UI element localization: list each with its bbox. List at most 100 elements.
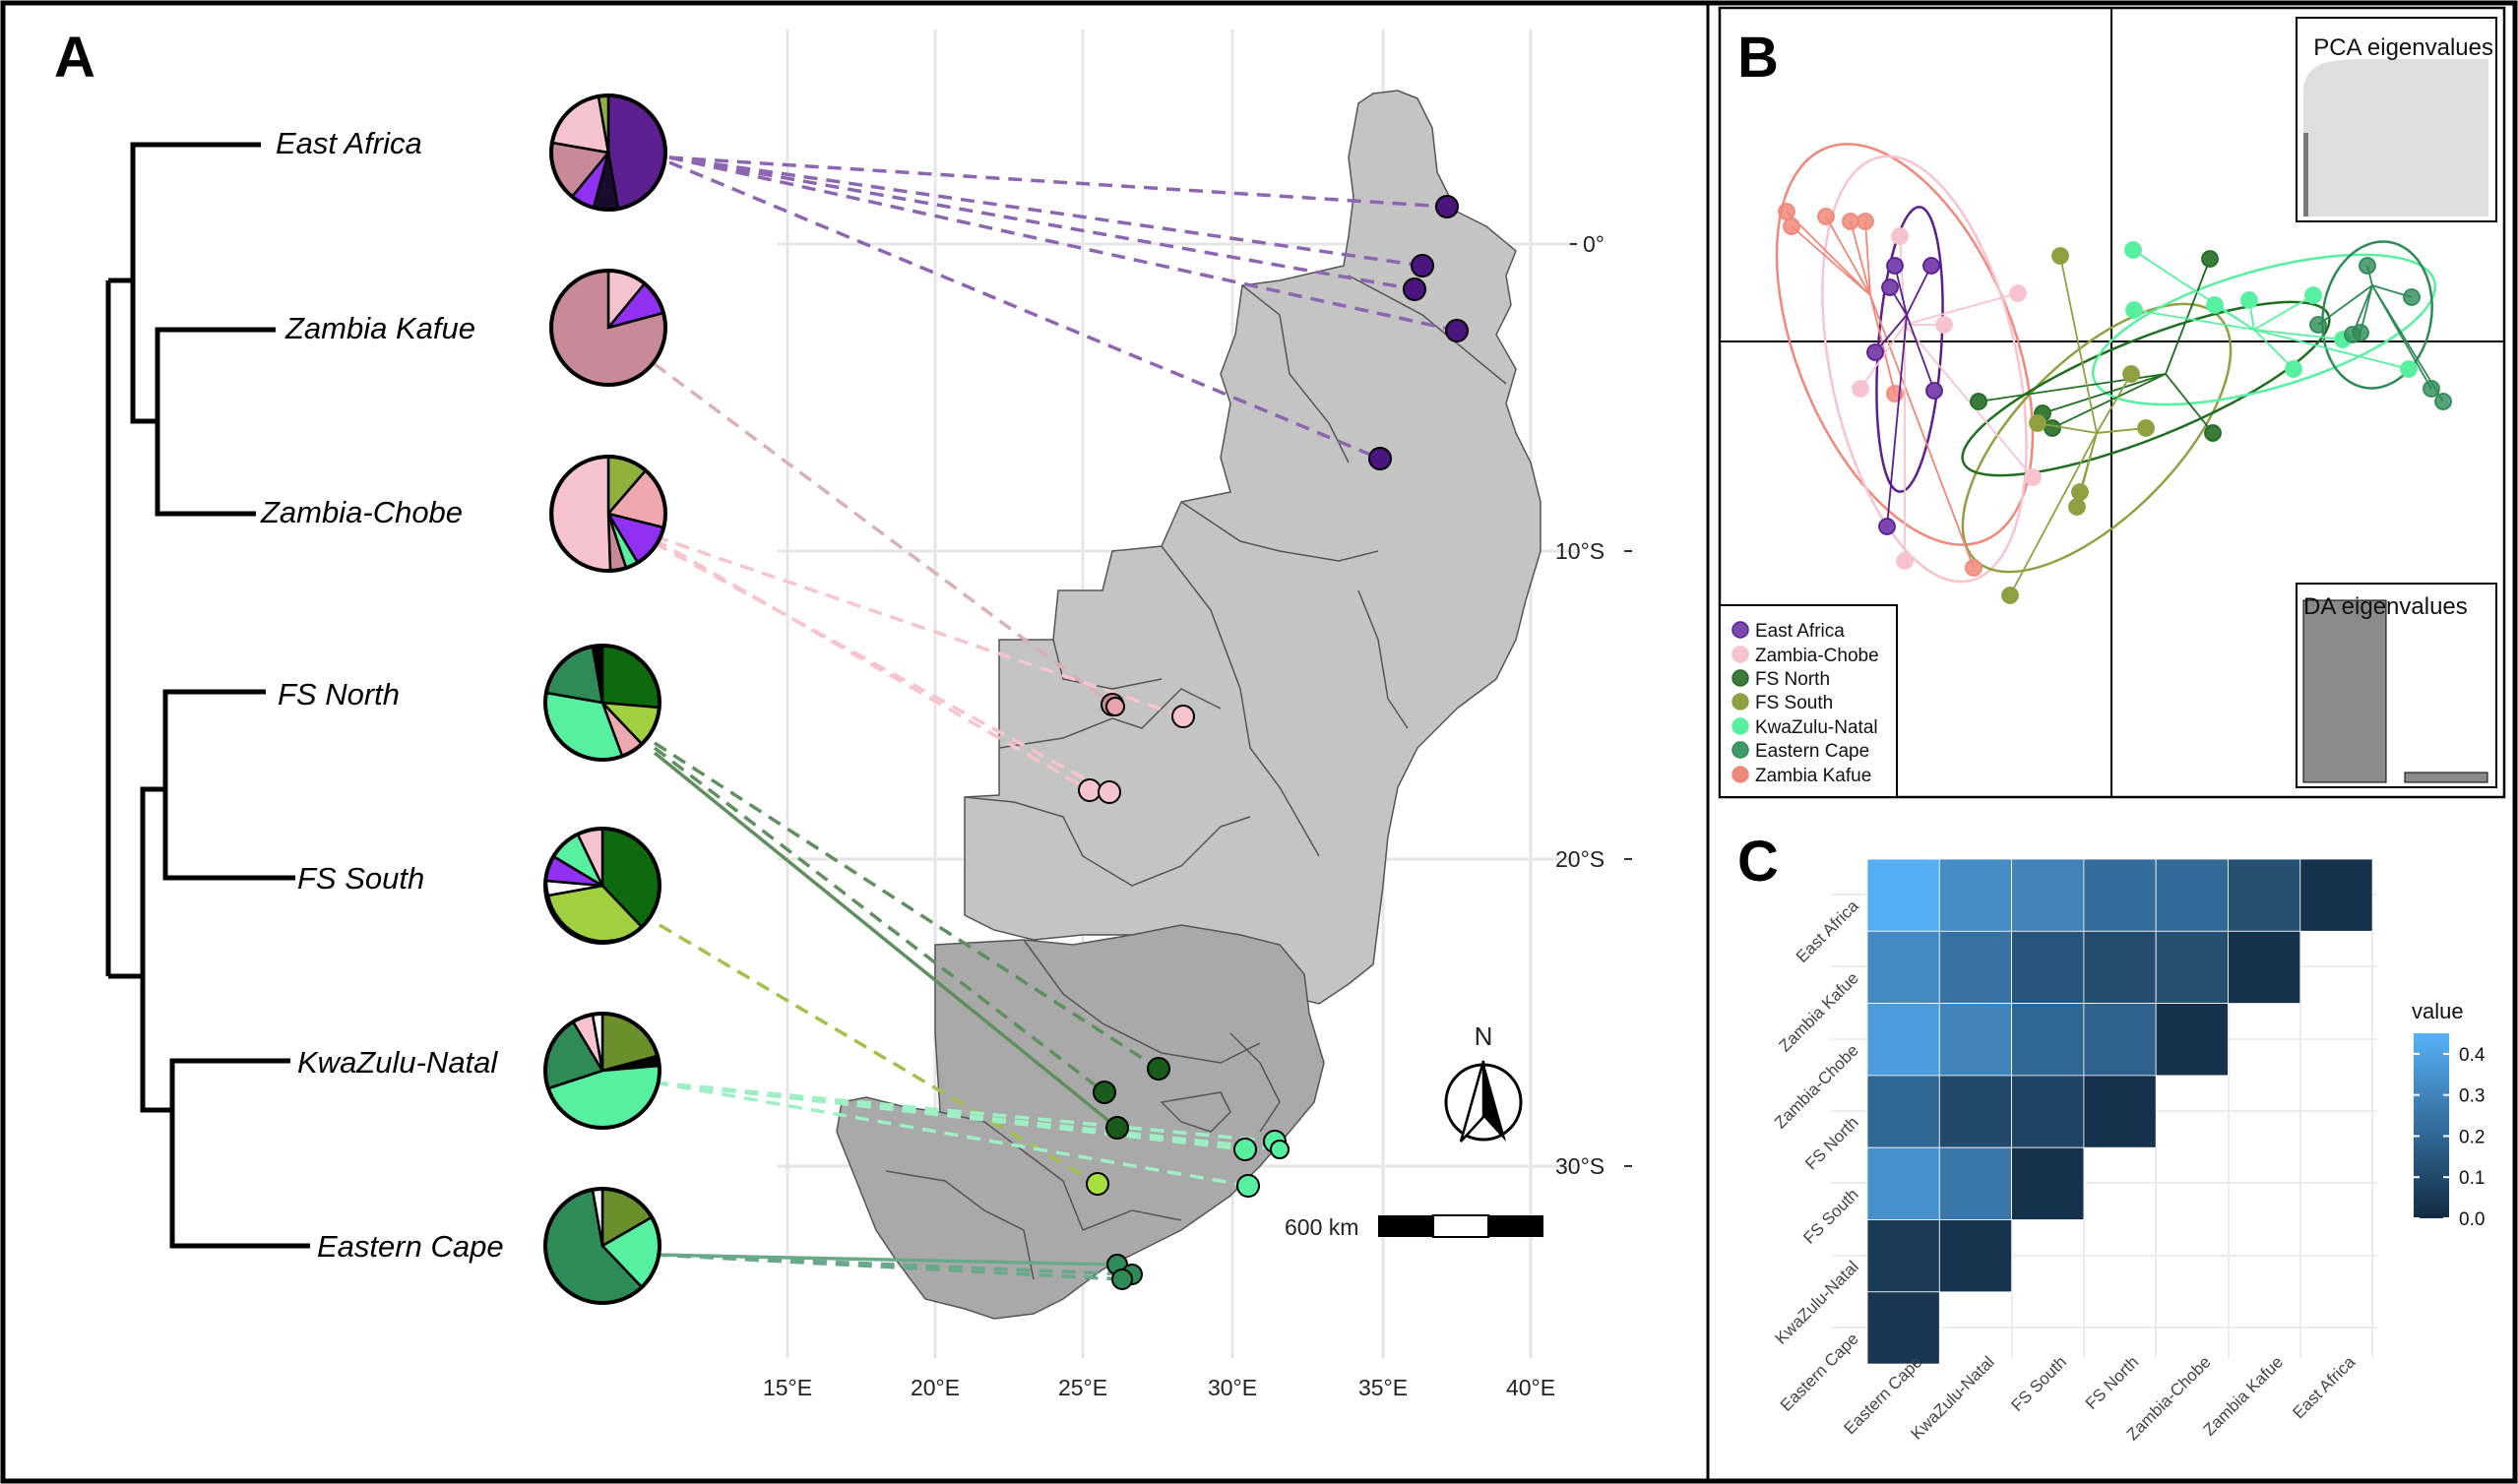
tree-labels: East Africa Zambia Kafue Zambia-Chobe FS… [260, 126, 504, 1264]
legend-label: KwaZulu-Natal [1755, 717, 1878, 738]
heatmap-cell [1938, 1075, 2013, 1148]
heatmap-cell [1866, 1003, 1940, 1077]
map-point [1270, 1140, 1290, 1159]
legend-tick-label: 0.3 [2459, 1086, 2485, 1107]
map-points [1078, 195, 1469, 1290]
map-point [1368, 447, 1392, 470]
map-point [1403, 278, 1426, 301]
heatmap-cell [2011, 1003, 2085, 1077]
panel-b: B [1718, 6, 2506, 799]
da-eigenvalue-bar [2302, 599, 2387, 783]
map-point [1171, 705, 1195, 728]
tip-label: FS South [297, 861, 424, 896]
lon-tick: 40°E [1506, 1375, 1555, 1400]
map-point [1105, 1116, 1129, 1140]
pie-zambia-chobe [549, 455, 667, 573]
pca-eigenvalues-inset: PCA eigenvalues [2296, 17, 2497, 222]
pca-legend: East Africa Zambia-Chobe FS North FS Sou… [1719, 604, 1898, 798]
panel-b-letter: B [1737, 26, 1779, 90]
map-point [1093, 1081, 1116, 1104]
map-point [1105, 697, 1125, 716]
pie-eastern-cape [543, 1187, 661, 1305]
pie-fs-south [543, 827, 661, 945]
heatmap-cell [1938, 1219, 2013, 1293]
north-arrow: N [1444, 1021, 1523, 1143]
lat-tick: 10°S [1555, 538, 1605, 564]
map-point [1078, 778, 1102, 802]
tip-label: Zambia Kafue [284, 311, 475, 345]
pie-zambia-kafue [549, 269, 667, 387]
heatmap-cell [1938, 858, 2013, 932]
legend-tick-label: 0.2 [2459, 1127, 2485, 1147]
map-point [1233, 1138, 1257, 1161]
panel-c-letter: C [1737, 830, 1779, 894]
heatmap-cell [2011, 930, 2085, 1004]
africa-map [836, 90, 1542, 1320]
da-eigenvalues-inset: DA eigenvalues [2296, 583, 2497, 788]
heatmap-color-legend: value 0.4 0.3 0.2 0.1 0.0 [2412, 999, 2486, 1230]
heatmap-cell [2011, 1146, 2085, 1220]
lon-tick: 25°E [1058, 1375, 1107, 1400]
legend-tick-label: 0.1 [2459, 1168, 2485, 1189]
heatmap-cell [1866, 1075, 1940, 1148]
heatmap-cell [1938, 1003, 2013, 1077]
map-point [1111, 1268, 1133, 1290]
heatmap-cell [1866, 1146, 1940, 1220]
legend-label: East Africa [1755, 621, 1845, 642]
scale-label: 600 km [1285, 1214, 1358, 1240]
heatmap-cell [2083, 930, 2157, 1004]
map-point [1411, 254, 1434, 278]
map-lat-axis: 0° 10°S 20°S 30°S [1555, 231, 1632, 1179]
heatmap-cell [2083, 858, 2157, 932]
tip-label: East Africa [276, 126, 422, 160]
heatmap-cell [2155, 930, 2229, 1004]
pca-points [1778, 203, 2452, 604]
lon-tick: 30°E [1208, 1375, 1257, 1400]
panel-a: A [54, 26, 1632, 1400]
legend-label: FS South [1755, 693, 1833, 713]
legend-label: Zambia Kafue [1755, 766, 1871, 786]
legend-label: Zambia-Chobe [1755, 646, 1879, 666]
pie-charts [543, 93, 667, 1305]
lat-tick: 30°S [1555, 1153, 1605, 1179]
legend-tick-label: 0.0 [2459, 1209, 2485, 1230]
heatmap-cell [1938, 1146, 2013, 1220]
map-point [1086, 1172, 1109, 1196]
legend-label: Eastern Cape [1755, 741, 1869, 762]
map-lon-axis: 15°E 20°E 25°E 30°E 35°E 40°E [763, 1375, 1555, 1400]
legend-label: FS North [1755, 669, 1830, 690]
panel-a-letter: A [54, 26, 95, 90]
heatmap-cells [1866, 858, 2373, 1365]
heatmap-cell [2228, 930, 2301, 1004]
tip-label: KwaZulu-Natal [297, 1045, 498, 1080]
heatmap-cell [1866, 1219, 1940, 1293]
heatmap-cell [2155, 1003, 2229, 1077]
heatmap-cell [2155, 858, 2229, 932]
map-point [1147, 1057, 1170, 1081]
map-point [1236, 1174, 1260, 1198]
east-central-africa [964, 90, 1542, 1005]
lon-tick: 35°E [1358, 1375, 1408, 1400]
phylogenetic-tree [105, 142, 310, 1249]
pie-kwazulu-natal [543, 1012, 661, 1130]
legend-title: value [2412, 999, 2464, 1023]
scale-bar: 600 km [1285, 1214, 1543, 1240]
map-point [1435, 195, 1459, 218]
lat-tick: 0° [1583, 231, 1605, 257]
lon-tick: 20°E [911, 1375, 960, 1400]
connection-lines [653, 155, 1458, 1281]
tip-label: Eastern Cape [317, 1229, 504, 1264]
pie-east-africa [549, 93, 667, 212]
tip-label: Zambia-Chobe [260, 495, 463, 529]
da-eigenvalue-bar [2404, 772, 2488, 783]
heatmap-cell [2083, 1003, 2157, 1077]
heatmap-cell [2228, 858, 2301, 932]
heatmap-cell [1866, 1291, 1940, 1365]
heatmap-cell [2083, 1075, 2157, 1148]
tip-label: FS North [278, 677, 400, 711]
da-eigenvalues-title: DA eigenvalues [2303, 593, 2468, 620]
heatmap-cell [2011, 858, 2085, 932]
heatmap-cell [1866, 858, 1940, 932]
lon-tick: 15°E [763, 1375, 812, 1400]
heatmap-cell [1866, 930, 1940, 1004]
